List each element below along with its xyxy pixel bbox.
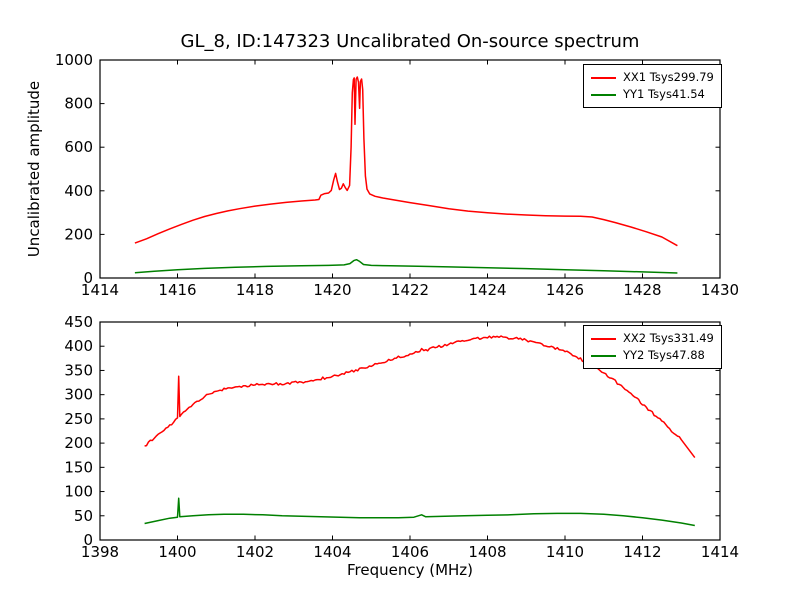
x-tick-label: 1414 — [701, 543, 739, 561]
x-tick-label: 1404 — [313, 543, 351, 561]
y-tick-label: 200 — [64, 225, 93, 243]
series-line-yy2 — [144, 497, 695, 527]
y-tick-label: 400 — [64, 337, 93, 355]
x-tick-label: 1430 — [701, 281, 739, 299]
series-line-xx1 — [134, 76, 678, 247]
xx1-legend-line — [591, 76, 616, 79]
figure-title: GL_8, ID:147323 Uncalibrated On-source s… — [180, 31, 640, 52]
series-line-yy1 — [134, 258, 678, 274]
xx2-legend-line — [591, 337, 616, 340]
subplot-0: 1414 1416 1418 1420 1422 1424 1426 1428 1430 0 200… — [55, 51, 739, 299]
legend-entry-xx1: XX1 Tsys299.79 — [591, 69, 714, 86]
xx1-legend-label: XX1 Tsys299.79 — [623, 70, 714, 84]
x-tick-label: 1416 — [158, 281, 196, 299]
y-tick-label: 300 — [64, 386, 93, 404]
x-tick-label: 1402 — [236, 543, 274, 561]
y-tick-label: 0 — [83, 531, 93, 549]
y-tick-label: 200 — [64, 434, 93, 452]
yy1-legend-label: YY1 Tsys41.54 — [623, 87, 705, 101]
x-tick-label: 1400 — [158, 543, 196, 561]
x-tick-label: 1418 — [236, 281, 274, 299]
x-tick-label: 1414 — [81, 281, 119, 299]
y-tick-label: 150 — [64, 458, 93, 476]
x-tick-label: 1420 — [313, 281, 351, 299]
x-tick-label: 1424 — [468, 281, 506, 299]
x-tick-label: 1406 — [391, 543, 429, 561]
legend-entry-xx2: XX2 Tsys331.49 — [591, 330, 714, 347]
y-tick-label: 400 — [64, 182, 93, 200]
axes-frame — [99, 321, 721, 541]
xx2-legend-label: XX2 Tsys331.49 — [623, 331, 714, 345]
y-tick-label: 0 — [83, 269, 93, 287]
legend-entry-yy1: YY1 Tsys41.54 — [591, 86, 714, 103]
axes-frame — [99, 59, 721, 279]
legend-top: XX1 Tsys299.79 YY1 Tsys41.54 — [583, 64, 722, 108]
x-tick-label: 1412 — [623, 543, 661, 561]
yy2-legend-label: YY2 Tsys47.88 — [623, 348, 705, 362]
yy2-legend-line — [591, 354, 616, 357]
yy1-legend-line — [591, 93, 616, 96]
x-tick-label: 1398 — [81, 543, 119, 561]
y-tick-label: 100 — [64, 483, 93, 501]
y-tick-label: 50 — [74, 507, 93, 525]
y-tick-label: 600 — [64, 138, 93, 156]
y-tick-label: 350 — [64, 361, 93, 379]
legend-bottom: XX2 Tsys331.49 YY2 Tsys47.88 — [583, 325, 722, 369]
x-tick-label: 1410 — [546, 543, 584, 561]
y-tick-label: 250 — [64, 410, 93, 428]
y-tick-label: 1000 — [55, 51, 93, 69]
legend-entry-yy2: YY2 Tsys47.88 — [591, 347, 714, 364]
x-tick-label: 1422 — [391, 281, 429, 299]
x-tick-label: 1428 — [623, 281, 661, 299]
y-tick-label: 800 — [64, 95, 93, 113]
y-tick-label: 450 — [64, 313, 93, 331]
x-axis-label: Frequency (MHz) — [346, 561, 474, 579]
x-tick-label: 1426 — [546, 281, 584, 299]
x-tick-label: 1408 — [468, 543, 506, 561]
